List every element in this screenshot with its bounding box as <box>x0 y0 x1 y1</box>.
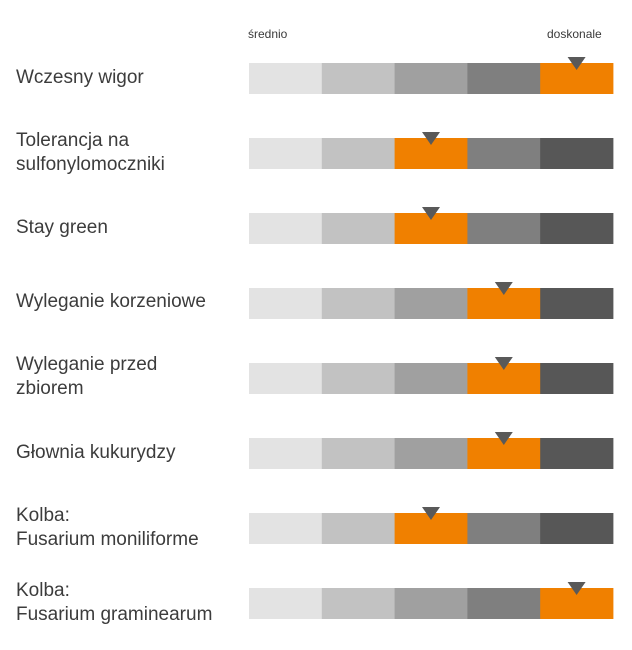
rating-row <box>249 282 614 319</box>
rating-segment <box>394 438 468 469</box>
rating-row <box>249 357 614 394</box>
scale-high-label: doskonale <box>547 27 602 41</box>
row-label: Wczesny wigor <box>16 67 144 88</box>
rating-segment <box>467 213 541 244</box>
rating-segment <box>540 288 614 319</box>
rating-segment <box>394 63 468 94</box>
rating-segment <box>321 288 395 319</box>
rating-marker <box>422 207 440 220</box>
row-label: Głownia kukurydzy <box>16 442 176 463</box>
row-label: Kolba: Fusarium graminearum <box>16 580 213 625</box>
rating-segment <box>249 63 323 94</box>
rating-marker <box>494 282 513 295</box>
row-label: Wyleganie korzeniowe <box>16 291 206 312</box>
rating-segment <box>321 513 395 544</box>
rating-segment <box>540 363 614 394</box>
rating-row <box>249 57 614 94</box>
rating-segment <box>249 213 323 244</box>
rating-segment <box>249 363 323 394</box>
rating-row <box>249 207 614 244</box>
row-label: Kolba: Fusarium moniliforme <box>16 505 199 550</box>
rating-segment <box>249 438 323 469</box>
rating-segment <box>540 513 614 544</box>
row-label: Wyleganie przed zbiorem <box>16 354 158 399</box>
rating-marker <box>567 57 586 70</box>
rating-segment <box>467 513 541 544</box>
rating-row <box>249 582 614 619</box>
rating-segment <box>540 213 614 244</box>
rating-segment <box>467 63 541 94</box>
rating-segment <box>249 588 323 619</box>
rating-segment <box>394 588 468 619</box>
rating-marker <box>494 432 513 445</box>
rating-segment <box>321 213 395 244</box>
rating-segment <box>321 588 395 619</box>
rating-marker <box>422 132 440 145</box>
row-label: Stay green <box>16 217 108 238</box>
rating-segment <box>540 138 614 169</box>
scale-low-label: średnio <box>248 27 288 41</box>
rating-segment <box>249 513 323 544</box>
rating-segment <box>321 438 395 469</box>
rating-segment <box>540 438 614 469</box>
rating-row <box>249 507 614 544</box>
rating-row <box>249 132 614 169</box>
rating-segment <box>394 288 468 319</box>
row-label: Tolerancja na sulfonylomoczniki <box>16 130 165 175</box>
rating-segment <box>321 363 395 394</box>
rating-segment <box>321 138 395 169</box>
rating-segment <box>249 288 323 319</box>
rating-segment <box>467 588 541 619</box>
rating-marker <box>494 357 513 370</box>
rating-marker <box>422 507 440 520</box>
rating-segment <box>249 138 323 169</box>
rating-segment <box>394 363 468 394</box>
rating-segment <box>321 63 395 94</box>
rating-marker <box>567 582 586 595</box>
rating-segment <box>467 138 541 169</box>
rating-row <box>249 432 614 469</box>
